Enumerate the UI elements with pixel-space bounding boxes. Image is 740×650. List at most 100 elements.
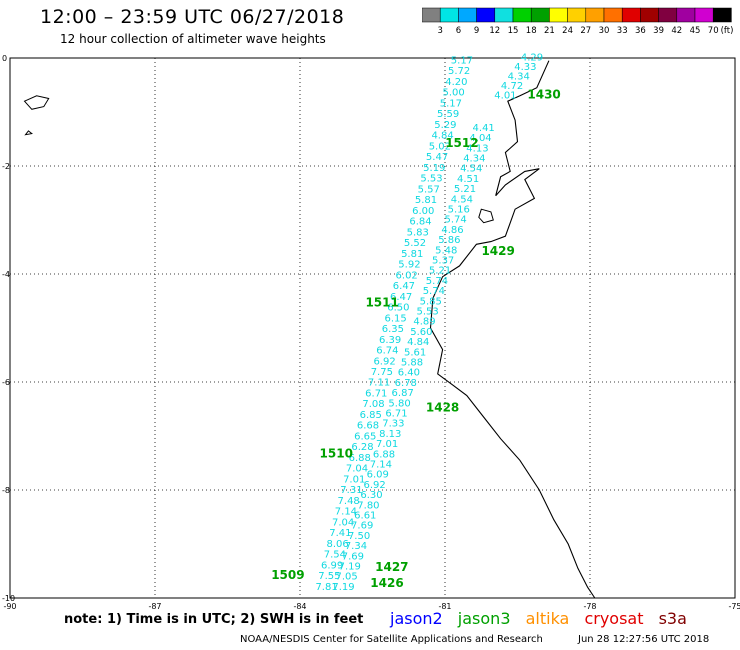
- swh-value-track-b: 5.37: [432, 256, 454, 267]
- swh-value-track-b: 5.85: [420, 296, 442, 307]
- y-tick-label: 0: [2, 54, 7, 63]
- legend-jason3: jason3: [457, 609, 511, 628]
- swh-value-track-c: 4.33: [514, 62, 536, 73]
- swh-value-track-a: 6.00: [412, 206, 434, 217]
- swh-value-track-b: 8.13: [379, 429, 401, 440]
- legend-s3a: s3a: [658, 609, 687, 628]
- color-scale-unit: (ft): [721, 26, 734, 36]
- pass-time-label: 1429: [481, 244, 514, 258]
- swh-value-track-b: 5.74: [426, 276, 448, 287]
- swh-value-track-a: 5.59: [437, 109, 459, 120]
- x-tick-label: -78: [583, 602, 596, 611]
- color-scale-label: 24: [562, 26, 573, 36]
- x-tick-label: -75: [728, 602, 740, 611]
- legend-jason2: jason2: [390, 609, 443, 628]
- swh-value-track-b: 5.80: [388, 398, 410, 409]
- pass-time-labels: 1430 1512 1429 1511 1428 1510 1427 1509 1426: [271, 88, 561, 591]
- swh-value-track-b: 7.80: [357, 500, 379, 511]
- swh-value-track-a: 6.85: [360, 410, 382, 421]
- swh-value-track-b: 6.87: [392, 388, 414, 399]
- swh-value-track-a: 5.29: [434, 120, 456, 131]
- swh-value-track-b: 6.78: [395, 378, 417, 389]
- color-scale-label: 15: [508, 26, 519, 36]
- swh-value-track-a: 6.50: [387, 303, 409, 314]
- swh-value-track-b: 7.19: [332, 582, 354, 593]
- swh-value-track-b: 5.86: [438, 235, 460, 246]
- swh-value-track-a: 5.81: [401, 249, 423, 260]
- swh-value-track-b: 6.40: [398, 368, 420, 379]
- pass-time-label: 1511: [365, 295, 398, 309]
- swh-value-track-b: 7.19: [339, 562, 361, 573]
- pass-time-label: 1510: [320, 447, 353, 461]
- pass-time-label: 1512: [445, 136, 478, 150]
- swh-value-track-a: 5.53: [420, 174, 442, 185]
- satellite-legend: jason2 jason3 altika cryosat s3a: [390, 609, 697, 628]
- y-tick-label: -10: [2, 594, 15, 603]
- swh-value-track-b: 4.86: [441, 225, 463, 236]
- color-scale-bar: 3 6 9 12 15 18 21 24 27 30 33 36 39 42 45 70 (ft): [422, 7, 734, 36]
- island-outline: [23, 95, 50, 110]
- swh-value-track-a: 5.72: [448, 66, 470, 77]
- color-scale-label: 27: [580, 26, 591, 36]
- x-tick-label: -87: [148, 602, 161, 611]
- swh-value-track-a: 6.68: [357, 421, 379, 432]
- swh-value-track-c: 4.01: [494, 91, 516, 102]
- swh-value-track-b: 5.16: [448, 205, 470, 216]
- swh-value-track-a: 4.20: [445, 77, 467, 88]
- color-scale-label: 21: [544, 26, 555, 36]
- color-scale-label: 12: [489, 26, 500, 36]
- swh-value-track-b: 5.21: [454, 184, 476, 195]
- swh-value-track-a: 5.00: [442, 88, 464, 99]
- swh-value-track-a: 6.65: [354, 431, 376, 442]
- swh-value-track-a: 7.04: [346, 464, 368, 475]
- units-note: note: 1) Time is in UTC; 2) SWH is in fe…: [64, 612, 364, 627]
- swh-value-track-b: 5.53: [416, 307, 438, 318]
- swh-value-track-a: 5.83: [407, 227, 429, 238]
- swh-value-track-b: 4.13: [466, 143, 488, 154]
- swh-value-track-a: 7.11: [368, 378, 390, 389]
- color-scale-label: 9: [474, 26, 479, 36]
- legend-cryosat: cryosat: [584, 609, 644, 628]
- lat-lon-grid: [9, 57, 736, 599]
- coastline: [23, 60, 596, 599]
- swh-value-track-a: 5.19: [423, 163, 445, 174]
- swh-value-track-b: 6.61: [354, 511, 376, 522]
- island-outline: [478, 208, 494, 224]
- swh-value-track-a: 7.31: [340, 485, 362, 496]
- swh-value-track-a: 5.47: [426, 152, 448, 163]
- swh-value-track-a: 5.17: [440, 98, 462, 109]
- swh-value-track-a: 7.54: [324, 550, 346, 561]
- y-tick-label: -2: [2, 162, 10, 171]
- swh-value-track-b: 4.89: [413, 317, 435, 328]
- swh-value-track-a: 7.41: [329, 528, 351, 539]
- map-title: 12:00 – 23:59 UTC 06/27/2018: [40, 6, 345, 28]
- legend-altika: altika: [525, 609, 570, 628]
- swh-value-track-b: 4.54: [451, 194, 473, 205]
- swh-value-track-b: 7.01: [376, 439, 398, 450]
- swh-tracks: 7.817.556.997.548.067.417.047.147.487.31…: [315, 53, 543, 593]
- swh-value-track-b: 6.88: [373, 449, 395, 460]
- mainland-coastline: [429, 60, 596, 599]
- swh-value-track-c: 4.34: [508, 72, 530, 83]
- credit-line: NOAA/NESDIS Center for Satellite Applica…: [240, 634, 543, 645]
- swh-value-track-a: 7.01: [343, 474, 365, 485]
- swh-value-track-b: 4.51: [457, 174, 479, 185]
- swh-value-track-b: 7.69: [351, 521, 373, 532]
- color-scale-label: 6: [456, 26, 461, 36]
- pass-time-label: 1430: [527, 88, 560, 102]
- swh-value-track-a: 7.55: [318, 571, 340, 582]
- map-subtitle: 12 hour collection of altimeter wave hei…: [60, 32, 326, 46]
- swh-value-track-a: 6.35: [382, 324, 404, 335]
- map-frame: [9, 57, 736, 599]
- swh-value-track-a: 5.81: [415, 195, 437, 206]
- swh-value-track-b: 6.92: [364, 480, 386, 491]
- color-scale-label: 42: [671, 26, 682, 36]
- swh-value-track-b: 6.30: [360, 490, 382, 501]
- swh-value-track-a: 7.04: [332, 517, 354, 528]
- swh-value-track-b: 7.14: [370, 460, 392, 471]
- color-scale-label: 33: [617, 26, 628, 36]
- swh-value-track-b: 6.09: [367, 470, 389, 481]
- island-outline: [24, 130, 33, 136]
- pass-time-label: 1428: [426, 401, 459, 415]
- color-swatch: [712, 7, 732, 23]
